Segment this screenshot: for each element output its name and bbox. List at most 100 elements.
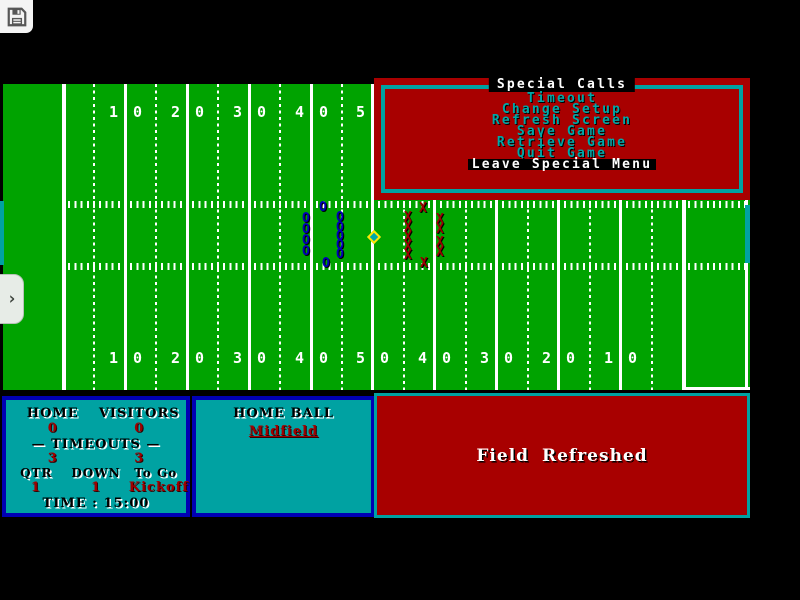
- five-yard-dotted-line: [155, 84, 157, 390]
- down-value: 1: [90, 480, 102, 495]
- message-text: Field Refreshed: [476, 445, 648, 466]
- menu-item-quit-game[interactable]: Quit Game: [516, 146, 608, 161]
- yard-number: 0: [132, 103, 143, 121]
- yard-line: [557, 84, 560, 390]
- special-calls-menu: Special Calls Timeout Change Setup Refresh…: [374, 78, 750, 200]
- defense-player: X: [419, 201, 427, 216]
- defense-player: X: [436, 222, 444, 237]
- yard-number: 4: [294, 103, 305, 121]
- defense-player: X: [436, 212, 444, 227]
- defense-player: X: [404, 210, 412, 225]
- offense-player: O: [336, 210, 344, 225]
- five-yard-dotted-line: [93, 84, 95, 390]
- yard-line: [62, 84, 66, 390]
- right-edge-strip: [745, 205, 750, 263]
- yard-number: 0: [194, 349, 205, 367]
- qtr-value: 1: [30, 480, 41, 495]
- ball-marker: [366, 229, 382, 245]
- yard-line: [248, 84, 251, 390]
- yard-number: 4: [294, 349, 305, 367]
- possession-panel: HOME BALL Midfield: [192, 396, 375, 517]
- defense-player: X: [436, 245, 444, 260]
- yard-number: 2: [541, 349, 552, 367]
- time-value: 15:00: [103, 496, 150, 511]
- defense-player: X: [420, 256, 428, 271]
- yard-number: 1: [603, 349, 614, 367]
- yard-number: 5: [355, 349, 366, 367]
- home-timeouts: 3: [47, 451, 58, 466]
- five-yard-dotted-line: [341, 84, 343, 390]
- end-line: [745, 200, 748, 390]
- visitors-score: 0: [134, 421, 145, 436]
- yard-number: 2: [170, 103, 181, 121]
- menu-item-retrieve-game[interactable]: Retrieve Game: [496, 135, 628, 150]
- home-label: HOME: [26, 406, 79, 421]
- menu-items: Timeout Change Setup Refresh Screen Save Ga…: [374, 91, 750, 171]
- left-edge-strip: [0, 201, 4, 265]
- yard-line: [310, 84, 313, 390]
- down-label: DOWN: [71, 466, 121, 480]
- yard-line: [619, 84, 622, 390]
- yard-number: 0: [318, 103, 329, 121]
- hash-mark-row: [62, 201, 745, 208]
- yard-number: 4: [417, 349, 428, 367]
- offense-player: O: [336, 229, 344, 244]
- yard-number: 0: [627, 349, 638, 367]
- five-yard-dotted-line: [403, 84, 405, 390]
- yard-line: [124, 84, 127, 390]
- yard-number: 0: [194, 103, 205, 121]
- yard-number: 0: [565, 349, 576, 367]
- menu-item-save-game[interactable]: Save Game: [516, 124, 608, 139]
- chevron-right-icon: ›: [6, 288, 17, 309]
- yard-number: 0: [256, 103, 267, 121]
- defense-player: X: [404, 220, 412, 235]
- yard-number: 0: [132, 349, 143, 367]
- save-button[interactable]: [0, 0, 33, 33]
- visitors-label: VISITORS: [98, 406, 180, 421]
- five-yard-dotted-line: [527, 84, 529, 390]
- five-yard-dotted-line: [217, 84, 219, 390]
- qtr-label: QTR: [20, 466, 53, 480]
- scoreboard-panel: HOME VISITORS 0 0 — TIMEOUTS — 3 3 QTR D…: [2, 396, 190, 517]
- yard-number: 1: [108, 103, 119, 121]
- time-label: TIME :: [42, 496, 98, 511]
- yard-number: 5: [355, 103, 366, 121]
- possession-title: HOME BALL: [233, 406, 334, 421]
- yard-line: [186, 84, 189, 390]
- five-yard-dotted-line: [651, 84, 653, 390]
- five-yard-dotted-line: [279, 84, 281, 390]
- menu-item-timeout[interactable]: Timeout: [526, 91, 598, 106]
- defense-player: X: [404, 248, 412, 263]
- menu-item-change-setup[interactable]: Change Setup: [501, 102, 623, 117]
- drawer-toggle-button[interactable]: ›: [0, 274, 24, 324]
- yard-number: 1: [108, 349, 119, 367]
- offense-player: O: [336, 220, 344, 235]
- menu-item-leave-special-menu[interactable]: Leave Special Menu: [374, 158, 750, 171]
- yard-number: 0: [379, 349, 390, 367]
- yard-line: [433, 84, 436, 390]
- yard-number: 3: [479, 349, 490, 367]
- ball-location: Midfield: [248, 424, 319, 439]
- yard-line: [495, 84, 498, 390]
- yard-number: 2: [170, 349, 181, 367]
- offense-player: O: [336, 238, 344, 253]
- yard-number: 0: [503, 349, 514, 367]
- yard-number: 0: [256, 349, 267, 367]
- defense-player: X: [404, 230, 412, 245]
- floppy-save-icon: [7, 7, 26, 26]
- five-yard-dotted-line: [589, 84, 591, 390]
- yard-number: 0: [441, 349, 452, 367]
- menu-title: Special Calls: [488, 78, 636, 92]
- bottom-sideline: [684, 387, 750, 390]
- defense-player: X: [436, 235, 444, 250]
- timeouts-label: — TIMEOUTS —: [31, 437, 161, 452]
- offense-player: O: [336, 247, 344, 262]
- yard-number: 3: [232, 349, 243, 367]
- togo-value: Kickoff: [128, 480, 189, 495]
- menu-item-refresh-screen[interactable]: Refresh Screen: [491, 113, 633, 128]
- offense-player: O: [319, 200, 327, 215]
- yard-line: [682, 84, 686, 390]
- defense-player: X: [404, 239, 412, 254]
- offense-player: O: [322, 256, 330, 271]
